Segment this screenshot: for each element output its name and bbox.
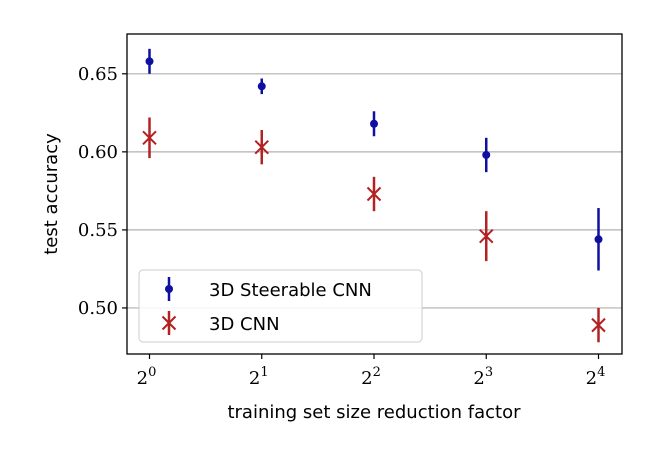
legend-box bbox=[138, 269, 423, 343]
3d-cnn-point bbox=[254, 139, 269, 155]
legend-label: 3D CNN bbox=[209, 314, 280, 335]
3d-steerable-cnn-point bbox=[594, 235, 603, 244]
x-marker-stroke bbox=[142, 130, 157, 146]
x-marker-stroke bbox=[161, 315, 177, 331]
y-tick-label: 0.60 bbox=[78, 142, 118, 163]
y-tick-label: 0.65 bbox=[78, 64, 118, 85]
3d-cnn-point bbox=[591, 317, 606, 333]
x-axis-title: training set size reduction factor bbox=[227, 402, 521, 423]
y-tick-label: 0.55 bbox=[78, 220, 118, 241]
3d-cnn-point bbox=[479, 228, 494, 244]
y-axis-title: test accuracy bbox=[41, 133, 62, 255]
plot-marks bbox=[142, 48, 606, 343]
x-marker-stroke bbox=[479, 228, 494, 244]
x-tick-label: 24 bbox=[586, 365, 606, 389]
legend-label: 3D Steerable CNN bbox=[209, 280, 372, 301]
3d-steerable-cnn-point bbox=[370, 119, 378, 128]
3d-steerable-cnn-point bbox=[257, 82, 266, 91]
axis-ticks: 0.50 0.55 0.60 0.65 20 21 22 23 24 bbox=[78, 64, 605, 389]
y-tick-label: 0.50 bbox=[78, 298, 118, 319]
x-tick-label: 20 bbox=[137, 365, 157, 389]
3d-steerable-cnn-point bbox=[145, 57, 154, 66]
3d-steerable-cnn-point bbox=[482, 150, 491, 159]
x-marker-stroke bbox=[366, 186, 382, 202]
legend-marker-dot bbox=[165, 285, 173, 293]
3d-cnn-point bbox=[142, 130, 157, 146]
x-marker-stroke bbox=[591, 317, 606, 333]
x-marker-stroke bbox=[254, 139, 269, 155]
legend: 3D Steerable CNN 3D CNN bbox=[138, 269, 423, 343]
legend-marker-x bbox=[161, 315, 177, 331]
3d-cnn-point bbox=[366, 186, 382, 202]
x-tick-label: 23 bbox=[473, 365, 493, 389]
x-tick-label: 22 bbox=[361, 365, 381, 389]
x-tick-label: 21 bbox=[249, 365, 269, 389]
